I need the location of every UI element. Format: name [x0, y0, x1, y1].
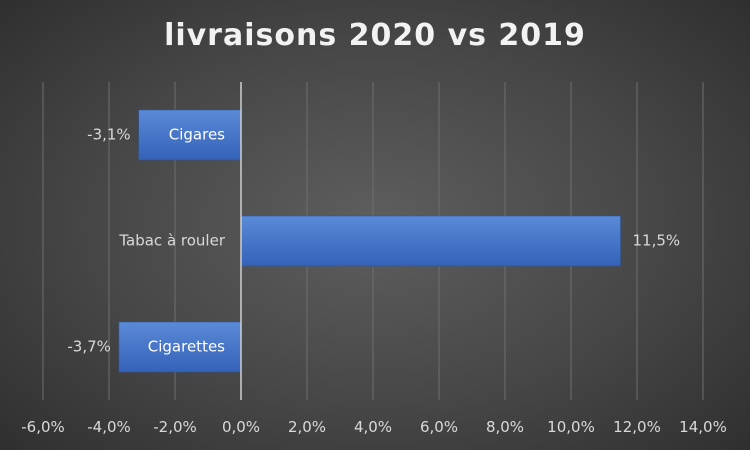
x-tick-label: -6,0% — [21, 418, 65, 436]
x-tick-label: 10,0% — [547, 418, 595, 436]
category-label: Cigares — [169, 126, 225, 144]
x-tick-label: 6,0% — [420, 418, 458, 436]
bar — [118, 321, 242, 373]
category-label: Cigarettes — [148, 338, 225, 356]
chart-title: livraisons 2020 vs 2019 — [164, 18, 586, 53]
bars — [118, 109, 621, 373]
data-label: -3,7% — [67, 338, 111, 356]
bar — [240, 215, 621, 267]
x-tick-label: 12,0% — [613, 418, 661, 436]
labels: Cigares -3,1% Tabac à rouler 11,5% Cigarette… — [67, 126, 680, 356]
bar — [138, 109, 242, 161]
x-axis-ticks: -6,0% -4,0% -2,0% 0,0% 2,0% 4,0% 6,0% 8,0% 10,0%… — [21, 418, 727, 436]
x-tick-label: -4,0% — [87, 418, 131, 436]
x-tick-label: -2,0% — [153, 418, 197, 436]
data-label: -3,1% — [87, 126, 131, 144]
category-label: Tabac à rouler — [118, 232, 225, 250]
x-tick-label: 2,0% — [288, 418, 326, 436]
x-tick-label: 0,0% — [222, 418, 260, 436]
data-label: 11,5% — [633, 232, 681, 250]
x-tick-label: 8,0% — [486, 418, 524, 436]
x-tick-label: 14,0% — [679, 418, 727, 436]
x-tick-label: 4,0% — [354, 418, 392, 436]
